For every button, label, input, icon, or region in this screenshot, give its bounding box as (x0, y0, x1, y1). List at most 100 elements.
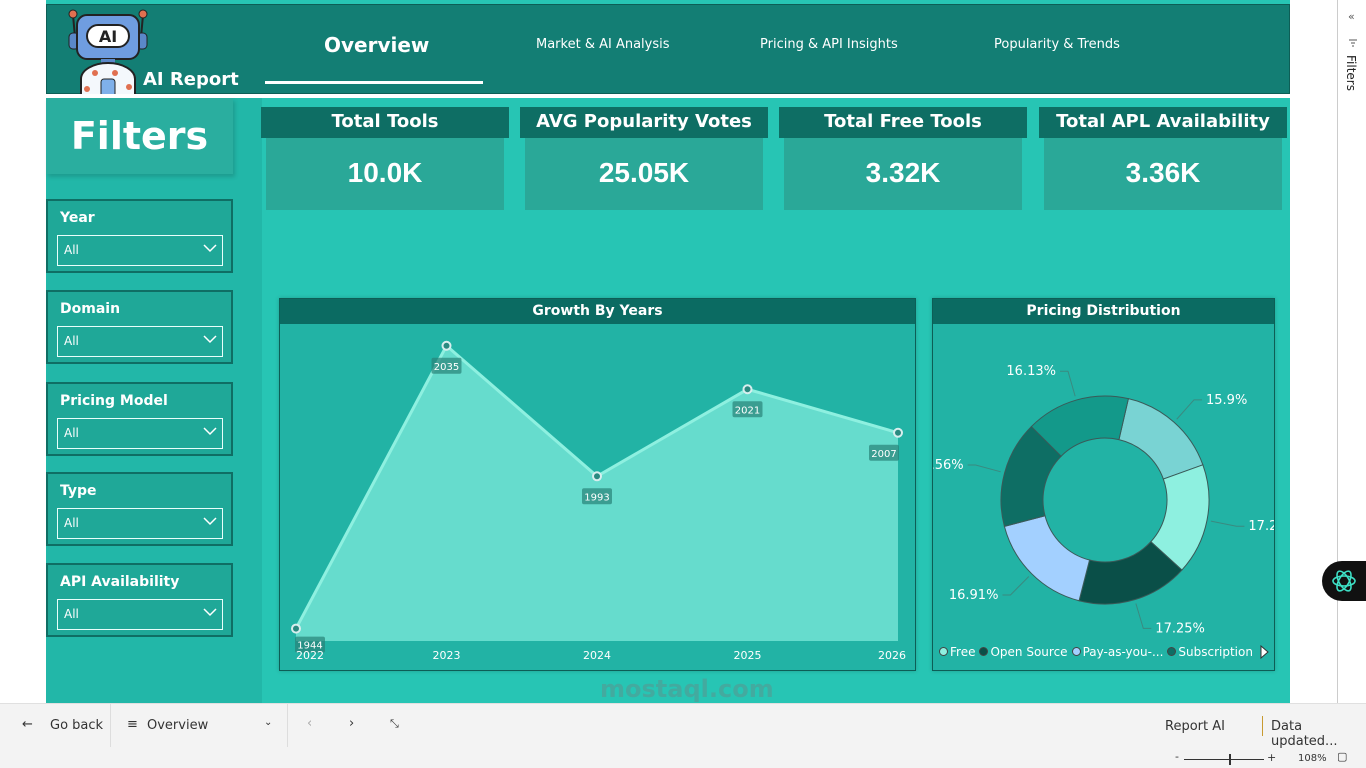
fit-screen-icon[interactable]: ▢ (1337, 750, 1348, 763)
previous-page-icon[interactable]: ‹ (307, 716, 313, 731)
slicer-label: Year (60, 210, 95, 226)
next-page-icon[interactable]: › (349, 716, 355, 731)
zoom-slider[interactable] (1184, 759, 1264, 760)
chevron-down-icon (203, 608, 217, 617)
data-label-box (869, 444, 899, 461)
data-label: 1993 (584, 492, 609, 503)
leader-line (1176, 399, 1203, 420)
data-label-box (732, 401, 763, 418)
data-label-box (582, 488, 612, 505)
bottom-bar: ← Go back ≡ Overview ⌄ ‹ › ⤡ Report AI D… (0, 703, 1366, 768)
fit-to-page-icon[interactable]: ⤡ (390, 717, 399, 730)
kpi-total-api-availability: Total APL Availability 3.36K (1039, 107, 1287, 212)
x-tick-label: 2023 (433, 649, 461, 662)
year-dropdown[interactable]: All (57, 235, 223, 266)
robot-logo-icon: AI (68, 9, 148, 99)
tab-market-ai-analysis[interactable]: Market & AI Analysis (536, 37, 670, 52)
zoom-slider-thumb[interactable] (1229, 754, 1231, 765)
leader-line (1059, 370, 1076, 397)
donut-slice (1030, 395, 1129, 457)
x-tick-label: 2025 (734, 649, 762, 662)
data-updated-status[interactable]: Data updated... (1271, 719, 1338, 749)
legend-label: Open Source (990, 645, 1068, 659)
page-selector[interactable]: Overview (147, 718, 209, 733)
kpi-total-tools: Total Tools 10.0K (261, 107, 509, 212)
data-label: 2007 (871, 449, 896, 460)
tab-overview[interactable]: Overview (324, 33, 430, 57)
legend-item[interactable]: Pay-as-you-... (1071, 645, 1163, 659)
filter-icon (1349, 39, 1357, 47)
legend-item[interactable]: Free (939, 645, 975, 659)
data-point (291, 623, 301, 634)
legend-marker (1071, 647, 1081, 656)
kpi-label: Total Tools (261, 107, 509, 138)
ai-assistant-icon (1332, 570, 1356, 592)
slice-label: 17.25% (1155, 621, 1205, 636)
chevron-down-icon (203, 335, 217, 344)
donut-slice (1118, 398, 1204, 480)
pricing-model-dropdown[interactable]: All (57, 418, 223, 449)
chevron-down-icon (203, 244, 217, 253)
slicer-label: API Availability (60, 574, 180, 590)
zoom-out-button[interactable]: - (1175, 750, 1179, 763)
filters-title: Filters (46, 98, 233, 174)
slicer-api-availability: API Availability All (46, 563, 233, 637)
legend-marker (979, 647, 989, 656)
pricing-donut-chart: 15.9% 17.25% 17.25% 16.91% 16.56% 16.13% (914, 364, 1298, 636)
type-dropdown[interactable]: All (57, 508, 223, 539)
chart-legend: Free Open Source Pay-as-you-... Subscriptio… (939, 645, 1253, 659)
x-tick-label: 2024 (583, 649, 611, 662)
growth-by-years-chart: Growth By Years 1944 2035 1993 2021 2007 2022… (279, 298, 916, 671)
api-availability-dropdown[interactable]: All (57, 599, 223, 630)
chevron-down-icon[interactable]: ⌄ (264, 717, 273, 728)
chart-title: Pricing Distribution (933, 299, 1274, 324)
legend-marker (939, 647, 948, 656)
dropdown-value: All (64, 516, 79, 530)
chevron-down-icon (203, 517, 217, 526)
slice-label: 16.13% (1006, 364, 1056, 379)
copilot-button[interactable] (1322, 561, 1366, 601)
svg-text:AI: AI (99, 27, 117, 46)
header-divider (46, 94, 1290, 98)
tab-pricing-api-insights[interactable]: Pricing & API Insights (760, 37, 898, 52)
domain-dropdown[interactable]: All (57, 326, 223, 357)
legend-item[interactable]: Open Source (979, 645, 1068, 659)
legend-next-arrow-icon[interactable] (1259, 645, 1269, 659)
zoom-in-button[interactable]: + (1267, 751, 1277, 764)
legend-item[interactable]: Subscription (1167, 645, 1253, 659)
kpi-value: 3.36K (1044, 138, 1282, 210)
slicer-label: Pricing Model (60, 393, 168, 409)
expand-chevrons-icon[interactable]: « (1348, 10, 1355, 23)
chevron-down-icon (203, 427, 217, 436)
report-page: AI AI Report Overview Market & AI Analys… (46, 0, 1298, 703)
kpi-value: 25.05K (525, 138, 763, 210)
data-point (893, 427, 903, 438)
x-tick-label: 2022 (296, 649, 324, 662)
chart-title: Growth By Years (280, 299, 915, 324)
leader-line (1135, 603, 1152, 629)
data-point (441, 340, 452, 351)
data-label: 2021 (735, 405, 760, 416)
growth-area-chart: 1944 2035 1993 2021 2007 2022 2023 2024 2025 2026 (291, 340, 906, 662)
data-point (742, 384, 753, 395)
slice-label: 17.25% (1248, 519, 1274, 534)
legend-marker (1167, 647, 1177, 656)
back-arrow-icon[interactable]: ← (22, 717, 33, 732)
go-back-button[interactable]: Go back (50, 718, 104, 733)
kpi-label: Total APL Availability (1039, 107, 1287, 138)
data-point (592, 471, 602, 482)
data-label-box (431, 357, 462, 374)
kpi-total-free-tools: Total Free Tools 3.32K (779, 107, 1027, 212)
slicer-type: Type All (46, 472, 233, 546)
slicer-domain: Domain All (46, 290, 233, 364)
slicer-year: Year All (46, 199, 233, 273)
kpi-value: 10.0K (266, 138, 504, 210)
kpi-value: 3.32K (784, 138, 1022, 210)
slice-label: 16.91% (949, 588, 999, 603)
dropdown-value: All (64, 334, 79, 348)
tab-popularity-trends[interactable]: Popularity & Trends (994, 37, 1120, 52)
legend-label: Subscription (1178, 645, 1253, 659)
report-canvas: AI AI Report Overview Market & AI Analys… (46, 0, 1298, 703)
pages-menu-icon: ≡ (127, 717, 138, 732)
leader-line (1002, 576, 1030, 596)
